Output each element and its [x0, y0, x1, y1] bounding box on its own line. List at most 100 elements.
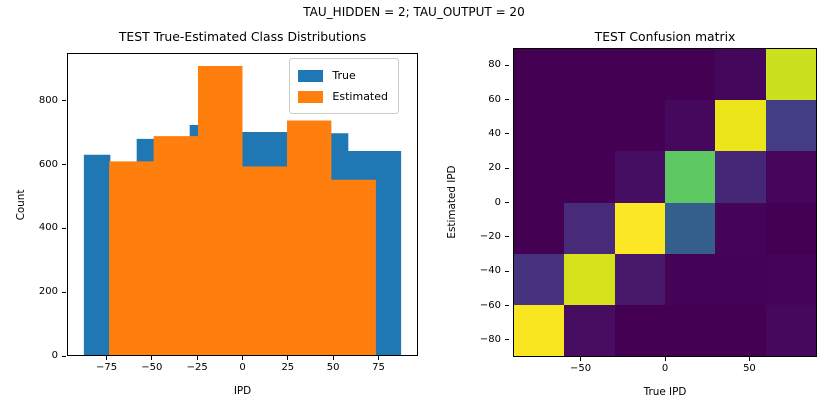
- heatmap-cell: [664, 253, 716, 305]
- y-tick-label: −20: [479, 230, 501, 242]
- tick-mark: [580, 357, 582, 361]
- y-tick-label: 400: [38, 222, 58, 234]
- y-tick-label: 80: [488, 59, 501, 71]
- tick-mark: [106, 356, 108, 360]
- confusion-matrix-ylabel: Estimated IPD: [446, 165, 458, 239]
- heatmap-cell: [664, 151, 716, 203]
- heatmap-cell: [715, 151, 766, 203]
- heatmap-cell: [715, 202, 766, 254]
- tick-mark: [151, 356, 153, 360]
- y-tick-label: 60: [488, 93, 501, 105]
- heatmap-cell: [664, 49, 716, 101]
- legend-item: True: [298, 65, 388, 86]
- tick-mark: [62, 100, 66, 102]
- y-tick-label: 600: [38, 158, 58, 170]
- histogram-xlabel: IPD: [233, 385, 252, 397]
- heatmap-cell: [514, 202, 565, 254]
- heatmap-cell: [765, 49, 816, 101]
- x-tick-label: −75: [95, 362, 118, 373]
- heatmap-cell: [765, 202, 816, 254]
- tick-mark: [62, 227, 66, 229]
- histogram-title: TEST True-Estimated Class Distributions: [118, 29, 367, 44]
- y-tick-label: 40: [488, 127, 501, 139]
- heatmap-cell: [564, 304, 615, 356]
- tick-mark: [505, 64, 509, 66]
- heatmap-cell: [765, 253, 816, 305]
- y-tick-label: 0: [51, 350, 58, 361]
- heatmap-cell: [715, 304, 766, 356]
- x-tick-label: 50: [743, 363, 756, 374]
- confusion-matrix-xlabel: True IPD: [643, 386, 687, 398]
- tick-mark: [196, 356, 198, 360]
- legend-swatch-estimated: [298, 90, 324, 103]
- y-tick-label: 0: [494, 196, 501, 208]
- x-tick-label: 25: [281, 362, 295, 373]
- x-tick-label: 75: [372, 362, 385, 373]
- tick-mark: [242, 356, 243, 360]
- heatmap-cell: [664, 202, 716, 254]
- tick-mark: [505, 167, 509, 169]
- heatmap-cell: [614, 304, 665, 356]
- tick-mark: [505, 305, 509, 306]
- heatmap-cell: [514, 100, 565, 152]
- confusion-matrix-plot-area: [513, 48, 817, 357]
- heatmap-cell: [564, 100, 615, 152]
- tick-mark: [505, 339, 509, 341]
- tick-mark: [505, 133, 509, 135]
- heatmap-cell: [514, 151, 565, 203]
- heatmap-cell: [715, 49, 766, 101]
- histogram-plot-area: True Estimated: [67, 53, 418, 356]
- heatmap-cell: [715, 100, 766, 152]
- tick-mark: [377, 356, 379, 360]
- histogram-ylabel: Count: [15, 189, 27, 221]
- y-tick-label: −40: [479, 265, 501, 277]
- heatmap-cell: [614, 151, 665, 203]
- legend-swatch-true: [298, 69, 324, 82]
- histogram-bars: [83, 66, 402, 355]
- legend-label: True: [332, 68, 356, 82]
- y-tick-label: −60: [479, 299, 501, 311]
- heatmap-cell: [664, 304, 716, 356]
- x-tick-label: −25: [186, 362, 208, 373]
- heatmap-cell: [514, 304, 565, 356]
- legend: True Estimated: [289, 58, 399, 114]
- tick-mark: [287, 356, 289, 360]
- y-tick-label: 20: [488, 162, 501, 174]
- heatmap-cell: [564, 253, 615, 305]
- y-tick-label: 800: [38, 94, 58, 106]
- tick-mark: [664, 357, 666, 361]
- heatmap-cell: [664, 100, 716, 152]
- y-tick-label: −80: [479, 333, 501, 345]
- x-tick-label: 0: [239, 362, 246, 373]
- y-tick-label: 200: [38, 286, 58, 298]
- figure-suptitle: TAU_HIDDEN = 2; TAU_OUTPUT = 20: [303, 5, 525, 19]
- x-tick-label: −50: [141, 362, 163, 373]
- legend-item: Estimated: [298, 86, 388, 107]
- heatmap-cell: [564, 49, 615, 101]
- tick-mark: [505, 270, 509, 272]
- heatmap-cell: [765, 304, 816, 356]
- tick-mark: [748, 357, 750, 361]
- tick-mark: [62, 355, 66, 357]
- tick-mark: [505, 236, 509, 238]
- tick-mark: [332, 356, 334, 360]
- heatmap-cell: [715, 253, 766, 305]
- heatmap-cell: [765, 151, 816, 203]
- heatmap-cell: [614, 202, 665, 254]
- x-tick-label: −50: [569, 363, 592, 374]
- legend-label: Estimated: [332, 89, 388, 103]
- heatmap-cell: [514, 253, 565, 305]
- x-tick-label: 0: [661, 363, 669, 374]
- tick-mark: [505, 202, 509, 203]
- tick-mark: [62, 164, 66, 166]
- heatmap-cell: [614, 100, 665, 152]
- x-tick-label: 50: [326, 362, 340, 373]
- tick-mark: [505, 99, 509, 100]
- heatmap-cell: [765, 100, 816, 152]
- tick-mark: [62, 291, 66, 293]
- heatmap-cell: [564, 151, 615, 203]
- histogram-series-estimated: [109, 66, 376, 355]
- heatmap-cell: [614, 49, 665, 101]
- heatmap-cell: [514, 49, 565, 101]
